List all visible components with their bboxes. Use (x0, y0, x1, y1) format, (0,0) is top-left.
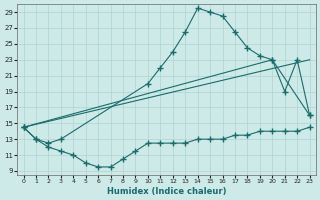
X-axis label: Humidex (Indice chaleur): Humidex (Indice chaleur) (107, 187, 226, 196)
